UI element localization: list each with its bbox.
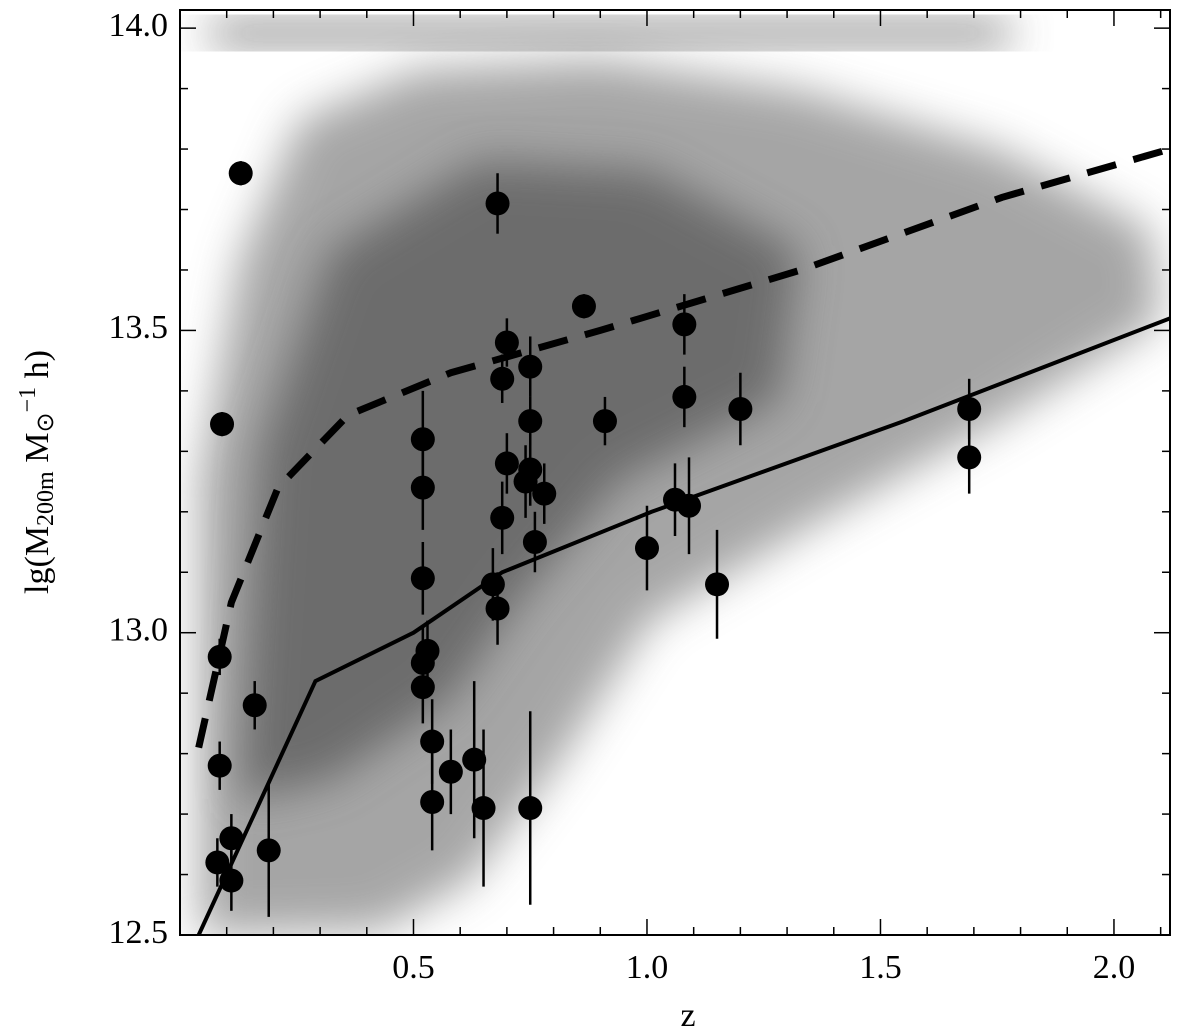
y-label-part: 200m bbox=[33, 471, 59, 526]
data-point bbox=[571, 294, 596, 319]
data-point bbox=[410, 675, 435, 700]
data-point bbox=[210, 412, 235, 437]
data-point bbox=[207, 644, 232, 669]
data-point bbox=[438, 759, 463, 784]
data-point bbox=[480, 572, 505, 597]
data-point bbox=[471, 796, 496, 821]
y-tick-label: 12.5 bbox=[109, 914, 169, 951]
data-point bbox=[219, 868, 244, 893]
data-point bbox=[207, 753, 232, 778]
data-point bbox=[410, 475, 435, 500]
data-point bbox=[634, 536, 659, 561]
data-point bbox=[518, 796, 543, 821]
data-point bbox=[219, 826, 244, 851]
data-point bbox=[522, 530, 547, 555]
data-point bbox=[957, 445, 982, 470]
data-point bbox=[410, 566, 435, 591]
data-point bbox=[957, 397, 982, 422]
y-label-part: M bbox=[19, 433, 56, 472]
data-point bbox=[513, 469, 538, 494]
data-point bbox=[485, 191, 510, 216]
data-point bbox=[490, 505, 515, 530]
data-point bbox=[592, 409, 617, 434]
data-point bbox=[256, 838, 281, 863]
y-label-part: h) bbox=[19, 350, 56, 387]
data-point bbox=[677, 493, 702, 518]
data-point bbox=[518, 409, 543, 434]
y-label-part: −1 bbox=[15, 387, 41, 413]
data-point bbox=[672, 312, 697, 337]
data-point bbox=[705, 572, 730, 597]
y-tick-label: 13.5 bbox=[109, 309, 169, 346]
data-point bbox=[410, 427, 435, 452]
data-point bbox=[494, 451, 519, 476]
x-tick-label: 1.0 bbox=[626, 949, 669, 986]
data-point bbox=[490, 366, 515, 391]
x-tick-label: 0.5 bbox=[392, 949, 435, 986]
x-tick-label: 1.5 bbox=[859, 949, 902, 986]
data-point bbox=[420, 729, 445, 754]
solid-line bbox=[196, 316, 1170, 935]
data-point bbox=[415, 638, 440, 663]
data-point bbox=[728, 397, 753, 422]
y-tick-label: 14.0 bbox=[109, 7, 169, 44]
y-label-part: lg(M bbox=[19, 526, 56, 594]
data-point bbox=[494, 330, 519, 355]
y-label-part: ⊙ bbox=[33, 412, 59, 432]
y-tick-label: 13.0 bbox=[109, 612, 169, 649]
data-point bbox=[672, 384, 697, 409]
data-point bbox=[462, 747, 487, 772]
y-axis-label: lg(M200m M⊙−1 h) bbox=[15, 350, 59, 594]
data-point bbox=[205, 850, 230, 875]
data-point bbox=[228, 161, 253, 186]
data-point bbox=[420, 789, 445, 814]
data-point bbox=[242, 693, 267, 718]
lines bbox=[195, 145, 1170, 935]
x-axis-label: z bbox=[680, 997, 695, 1032]
x-tick-label: 2.0 bbox=[1093, 949, 1136, 986]
dashed-line bbox=[195, 145, 1170, 749]
plot-frame bbox=[179, 9, 1171, 936]
data-point bbox=[485, 596, 510, 621]
data-point bbox=[532, 481, 557, 506]
density-background bbox=[200, 20, 1160, 935]
data-point bbox=[518, 354, 543, 379]
